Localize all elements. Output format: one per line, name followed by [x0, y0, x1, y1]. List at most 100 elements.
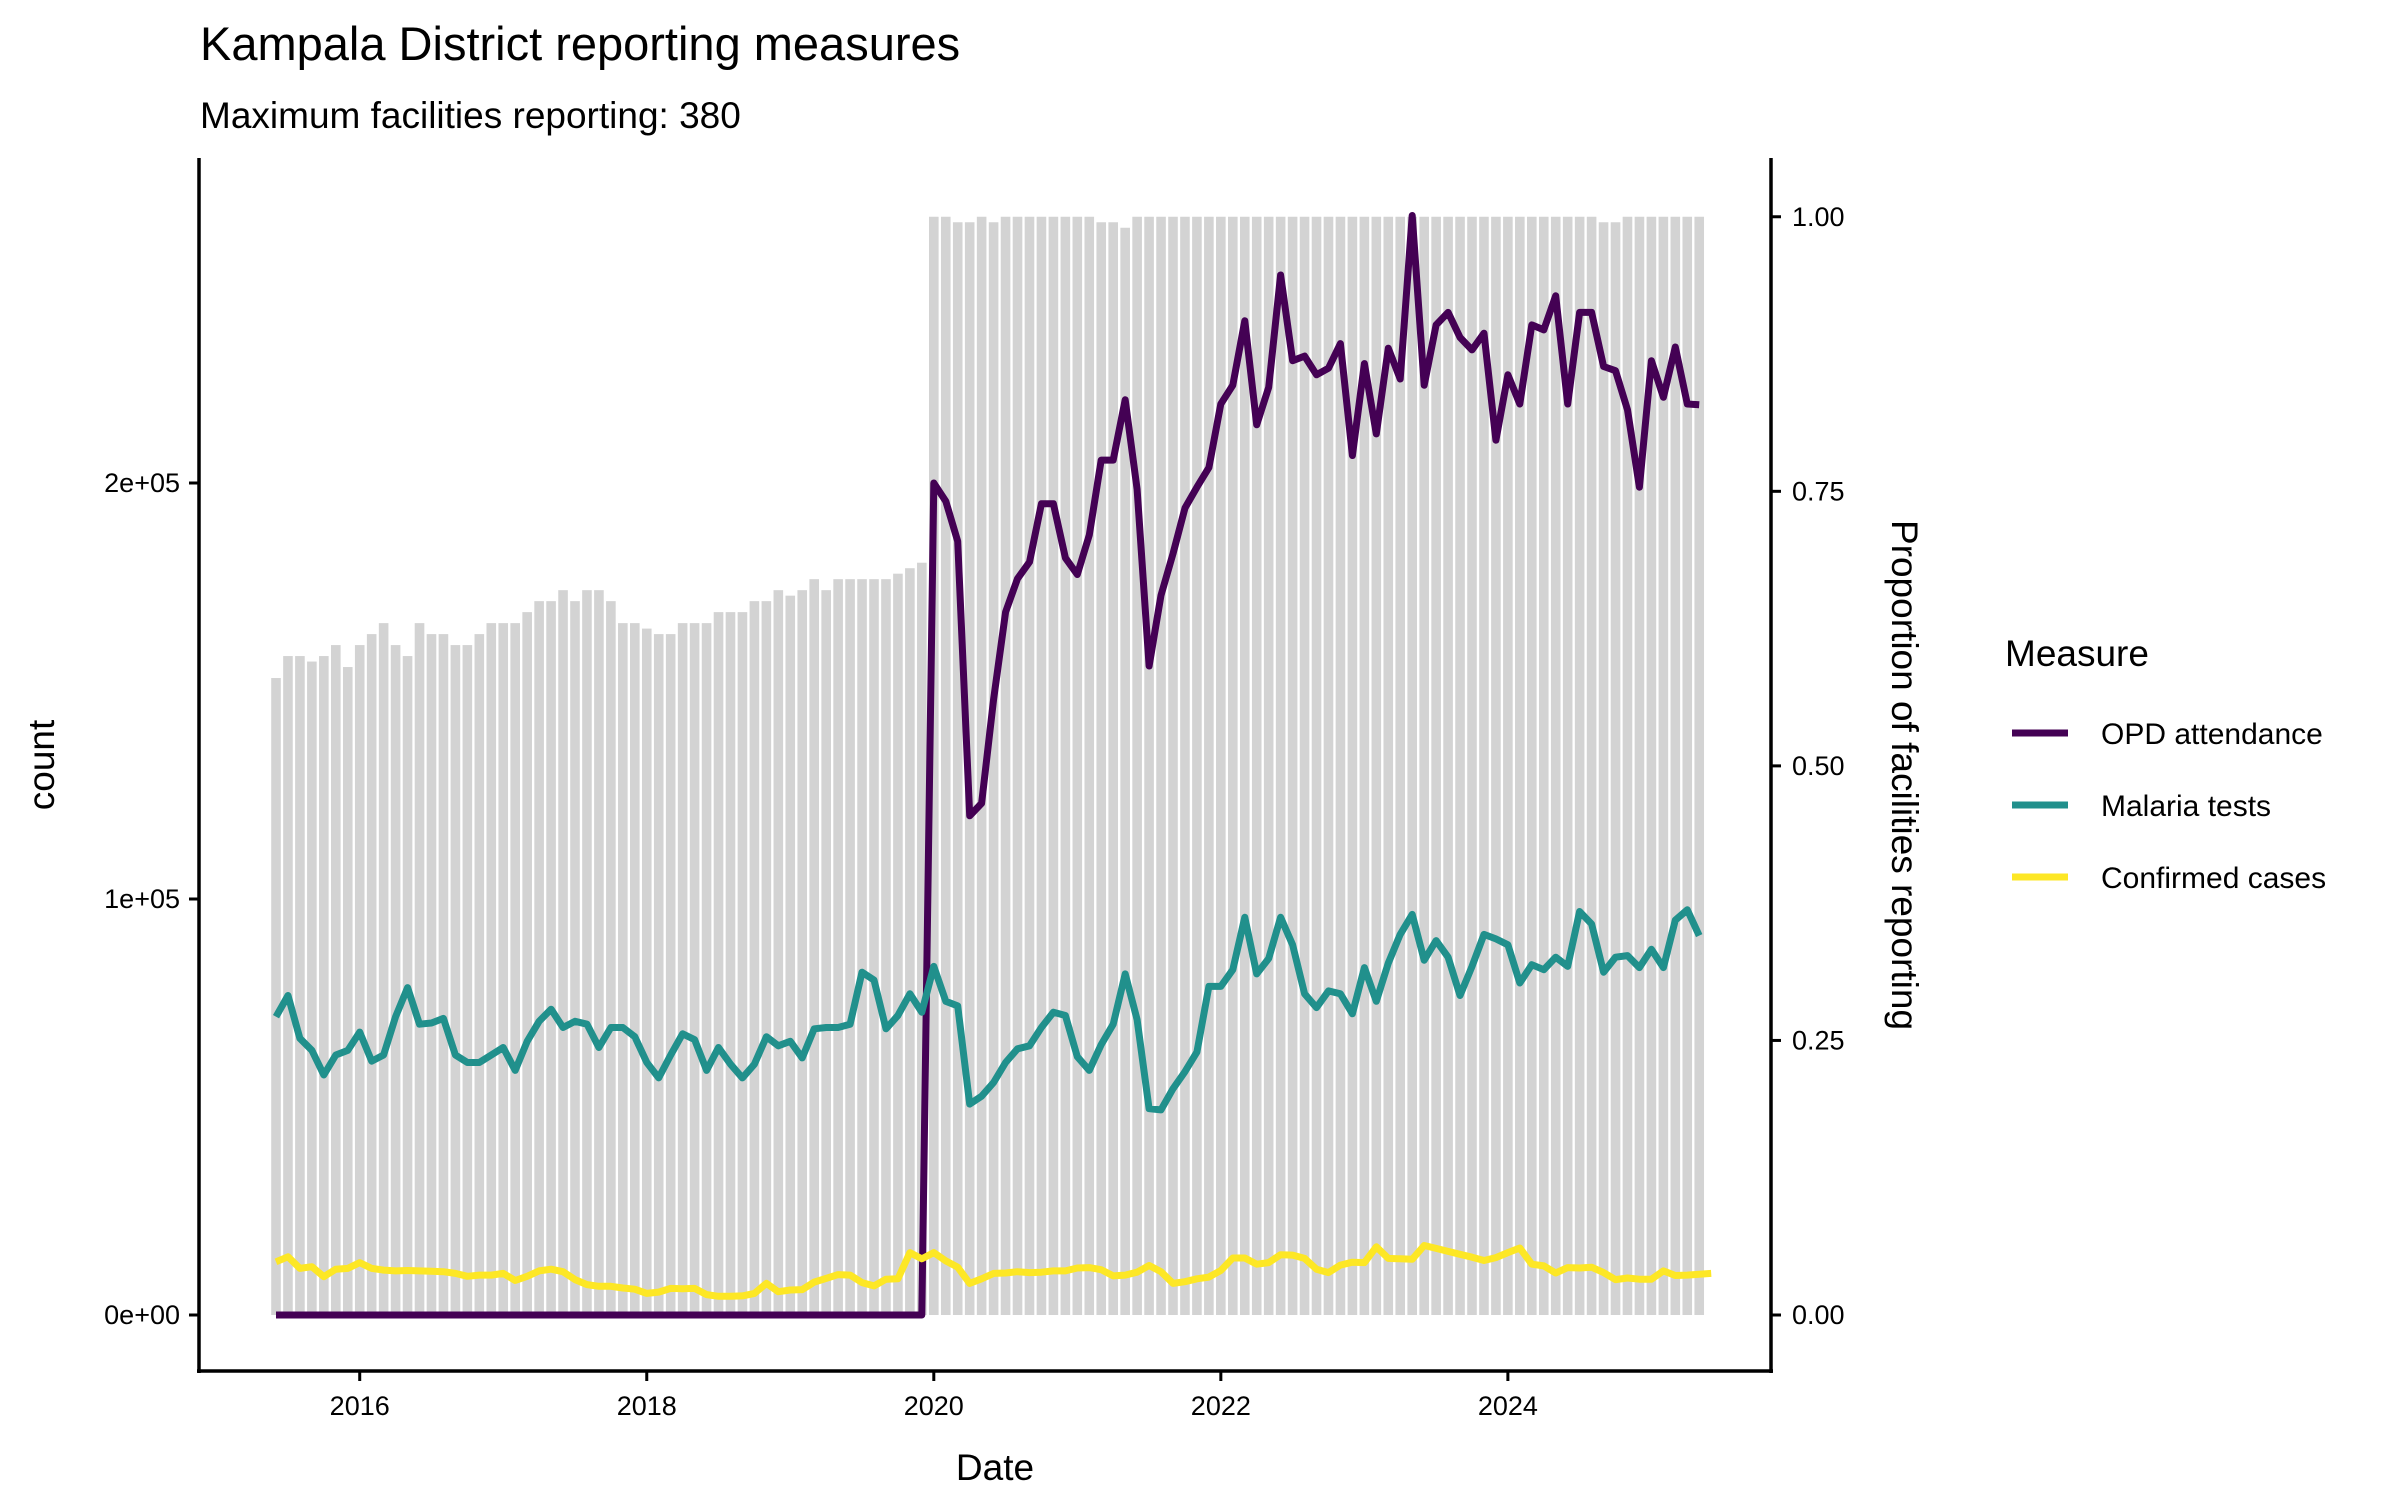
reporting-bar: [1419, 216, 1429, 1315]
reporting-bar: [1084, 216, 1095, 1315]
x-axis-title: Date: [956, 1447, 1034, 1488]
reporting-bar: [857, 579, 867, 1315]
reporting-bar: [1538, 216, 1549, 1315]
reporting-bar: [1000, 216, 1011, 1315]
reporting-bar: [1359, 216, 1370, 1315]
reporting-bar: [809, 579, 819, 1315]
reporting-bar: [1515, 216, 1525, 1315]
reporting-bar: [1431, 216, 1441, 1315]
left-ticks: 0e+00 1e+05 2e+05: [104, 468, 199, 1330]
reporting-bar: [929, 216, 939, 1315]
reporting-bar: [785, 595, 796, 1315]
reporting-bar: [952, 222, 963, 1315]
legend-item-confirmed[interactable]: Confirmed cases: [2012, 862, 2326, 895]
y-tick-label: 1e+05: [104, 884, 180, 914]
reporting-bar: [689, 623, 700, 1315]
reporting-bar: [761, 601, 772, 1315]
reporting-bar: [510, 623, 520, 1315]
reporting-bar: [1634, 216, 1645, 1315]
reporting-bar: [1371, 216, 1382, 1315]
legend-title: Measure: [2005, 633, 2149, 674]
reporting-bar: [1670, 216, 1681, 1315]
y2-tick-label: 0.75: [1792, 476, 1845, 506]
reporting-bar: [881, 579, 891, 1315]
reporting-bar: [522, 612, 532, 1315]
reporting-bar: [1479, 216, 1489, 1315]
reporting-bar: [438, 634, 449, 1315]
y2-tick-label: 0.25: [1792, 1025, 1845, 1055]
reporting-bar: [378, 623, 389, 1315]
reporting-bar: [1048, 216, 1059, 1315]
reporting-bar: [1395, 216, 1406, 1315]
reporting-bar: [653, 634, 664, 1315]
reporting-bar: [283, 656, 293, 1315]
reporting-bar: [558, 590, 568, 1315]
reporting-bar: [1586, 216, 1597, 1315]
reporting-bar: [1251, 216, 1262, 1315]
reporting-bar: [1610, 222, 1621, 1315]
reporting-bar: [618, 623, 628, 1315]
reporting-bar: [1036, 216, 1047, 1315]
reporting-bar: [1144, 216, 1154, 1315]
reporting-bar: [1455, 216, 1465, 1315]
reporting-bar: [426, 634, 437, 1315]
reporting-bar: [570, 601, 580, 1315]
x-tick-label: 2022: [1191, 1391, 1251, 1421]
reporting-bar: [498, 623, 509, 1315]
reporting-bar: [869, 579, 879, 1315]
reporting-bar: [414, 623, 425, 1315]
reporting-bar: [594, 590, 604, 1315]
series-line-confirmed-cases: [274, 1242, 1712, 1300]
y2-tick-label: 0.50: [1792, 751, 1845, 781]
reporting-bar: [271, 678, 281, 1315]
reporting-bar: [976, 216, 987, 1315]
reporting-bar: [1132, 216, 1142, 1315]
reporting-bar: [1204, 216, 1214, 1315]
reporting-bar: [1216, 216, 1226, 1315]
reporting-bar: [331, 645, 341, 1315]
reporting-bar: [319, 656, 329, 1315]
y2-axis-title: Proportion of facilities reporting: [1884, 520, 1925, 1030]
reporting-bar: [1443, 216, 1453, 1315]
reporting-bar: [1108, 222, 1118, 1315]
reporting-bar: [450, 645, 461, 1315]
reporting-bar: [1383, 216, 1394, 1315]
legend-item-malaria[interactable]: Malaria tests: [2012, 790, 2271, 823]
reporting-bar: [1311, 216, 1322, 1315]
reporting-bar: [1072, 216, 1083, 1315]
reporting-bar: [773, 590, 784, 1315]
reporting-bar: [1120, 227, 1130, 1315]
x-tick-label: 2016: [330, 1391, 390, 1421]
reporting-bar: [1335, 216, 1346, 1315]
reporting-bar: [1168, 216, 1178, 1315]
legend-label-malaria: Malaria tests: [2101, 790, 2271, 823]
reporting-bar: [845, 579, 855, 1315]
x-tick-label: 2020: [904, 1391, 964, 1421]
reporting-bar: [546, 601, 556, 1315]
reporting-bar: [606, 601, 616, 1315]
reporting-bar: [917, 562, 927, 1315]
reporting-bar: [1527, 216, 1537, 1315]
reporting-bar: [1622, 216, 1633, 1315]
reporting-bar: [486, 623, 497, 1315]
x-ticks: 2016 2018 2020 2022 2024: [330, 1371, 1538, 1421]
x-tick-label: 2024: [1478, 1391, 1538, 1421]
reporting-bar: [1263, 216, 1274, 1315]
reporting-bar: [1323, 216, 1334, 1315]
x-tick-label: 2018: [617, 1391, 677, 1421]
reporting-bar: [713, 612, 724, 1315]
legend-item-opd[interactable]: OPD attendance: [2012, 718, 2323, 751]
reporting-bar: [295, 656, 305, 1315]
reporting-bar: [1299, 216, 1310, 1315]
reporting-bar: [534, 601, 544, 1315]
reporting-bar: [1228, 216, 1238, 1315]
y-axis-title: count: [21, 719, 62, 810]
reporting-bar: [1694, 216, 1705, 1315]
reporting-bar: [390, 645, 401, 1315]
reporting-bar: [1287, 216, 1298, 1315]
reporting-bar: [630, 623, 640, 1315]
y-tick-label: 0e+00: [104, 1300, 180, 1330]
reporting-bar: [1192, 216, 1202, 1315]
reporting-bar: [474, 634, 485, 1315]
